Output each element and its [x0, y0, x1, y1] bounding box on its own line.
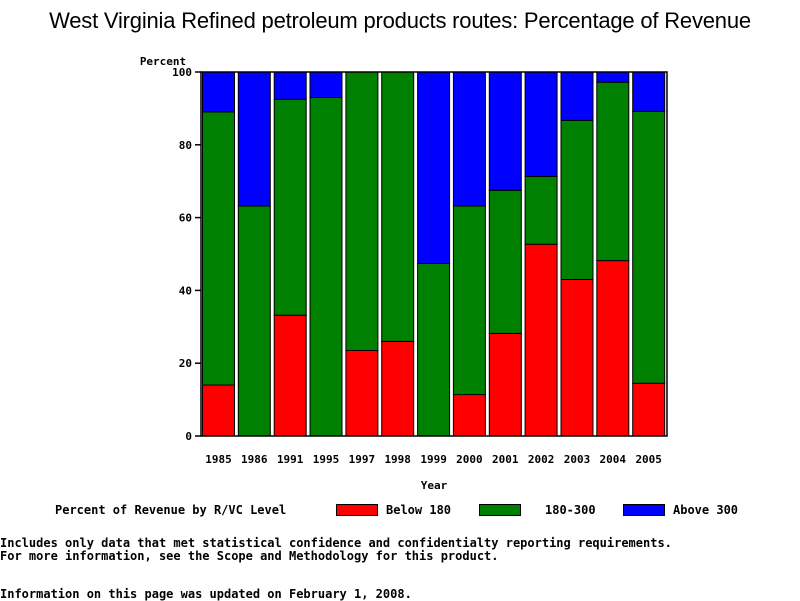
bar-1999-180-300 [417, 263, 451, 437]
bar-1997-180-300 [345, 71, 379, 351]
legend-swatch-180-300 [479, 504, 521, 516]
bar-1991-above-300 [273, 71, 307, 100]
bar-2002-below-180 [524, 243, 558, 437]
bar-1995-180-300 [309, 97, 343, 437]
legend-item-below-180: Below 180 [336, 503, 451, 517]
x-tick-label: 1999 [420, 453, 447, 466]
bar-2001-180-300 [488, 189, 522, 334]
bar-2000-180-300 [452, 205, 486, 396]
bar-2004-below-180 [596, 260, 630, 437]
bar-1986-above-300 [237, 71, 271, 207]
bar-2005-below-180 [632, 382, 666, 437]
x-tick-label: 2003 [564, 453, 591, 466]
bar-1986-180-300 [237, 205, 271, 437]
x-axis-label: Year [421, 479, 448, 492]
legend-label-180-300: 180-300 [545, 503, 596, 517]
plot-frame [200, 71, 668, 437]
y-tick-label: 60 [179, 212, 192, 225]
bar-1997-below-180 [345, 350, 379, 437]
x-tick-label: 1995 [313, 453, 340, 466]
bar-2005-above-300 [632, 71, 666, 112]
x-tick-label: 2004 [600, 453, 627, 466]
bar-2001-below-180 [488, 332, 522, 437]
bar-2004-above-300 [596, 71, 630, 83]
chart-title: West Virginia Refined petroleum products… [49, 8, 751, 33]
bar-1991-below-180 [273, 314, 307, 437]
bar-2002-180-300 [524, 176, 558, 245]
x-tick-label: 2000 [456, 453, 483, 466]
bar-2003-below-180 [560, 279, 594, 437]
note-confidence: Includes only data that met statistical … [0, 536, 672, 550]
x-tick-label: 2001 [492, 453, 519, 466]
x-tick-label: 2005 [635, 453, 662, 466]
legend-item-above-300: Above 300 [623, 503, 738, 517]
y-tick-label: 40 [179, 284, 192, 297]
y-tick-label: 20 [179, 357, 192, 370]
bar-1998-below-180 [381, 340, 415, 437]
legend-swatch-above-300 [623, 504, 665, 516]
bar-1995-above-300 [309, 71, 343, 98]
note-methodology: For more information, see the Scope and … [0, 549, 499, 563]
bar-2002-above-300 [524, 71, 558, 177]
bar-2001-above-300 [488, 71, 522, 191]
bar-1998-180-300 [381, 71, 415, 342]
y-tick-label: 80 [179, 139, 192, 152]
bar-2000-above-300 [452, 71, 486, 207]
legend-title: Percent of Revenue by R/VC Level [55, 503, 287, 517]
legend-label-above-300: Above 300 [673, 503, 739, 517]
y-tick-label: 0 [185, 430, 192, 443]
legend-swatch-below-180 [336, 504, 378, 516]
bar-2005-180-300 [632, 110, 666, 384]
x-tick-label: 1986 [241, 453, 268, 466]
bar-2003-above-300 [560, 71, 594, 121]
bar-2003-180-300 [560, 119, 594, 281]
legend-label-below-180: Below 180 [386, 503, 452, 517]
x-tick-label: 1991 [277, 453, 304, 466]
axes-group: 1985 1986 1991 1995 1997 1998 1999 2000 2001 2002… [172, 66, 668, 466]
note-updated: Information on this page was updated on … [0, 587, 412, 601]
bar-1999-above-300 [417, 71, 451, 264]
x-tick-label: 2002 [528, 453, 555, 466]
bar-1985-below-180 [202, 384, 235, 437]
bar-1991-180-300 [273, 98, 307, 316]
legend-item-180-300: 180-300 [479, 503, 596, 517]
x-tick-label: 1985 [205, 453, 232, 466]
y-tick-label: 100 [172, 66, 192, 79]
bar-1985-above-300 [202, 71, 235, 113]
bar-1985-180-300 [202, 111, 235, 386]
bar-2000-below-180 [452, 394, 486, 437]
y-axis-label: Percent [140, 55, 186, 68]
x-tick-label: 1998 [384, 453, 411, 466]
x-tick-label: 1997 [349, 453, 376, 466]
bar-2004-180-300 [596, 81, 630, 262]
bars-group [202, 71, 666, 437]
